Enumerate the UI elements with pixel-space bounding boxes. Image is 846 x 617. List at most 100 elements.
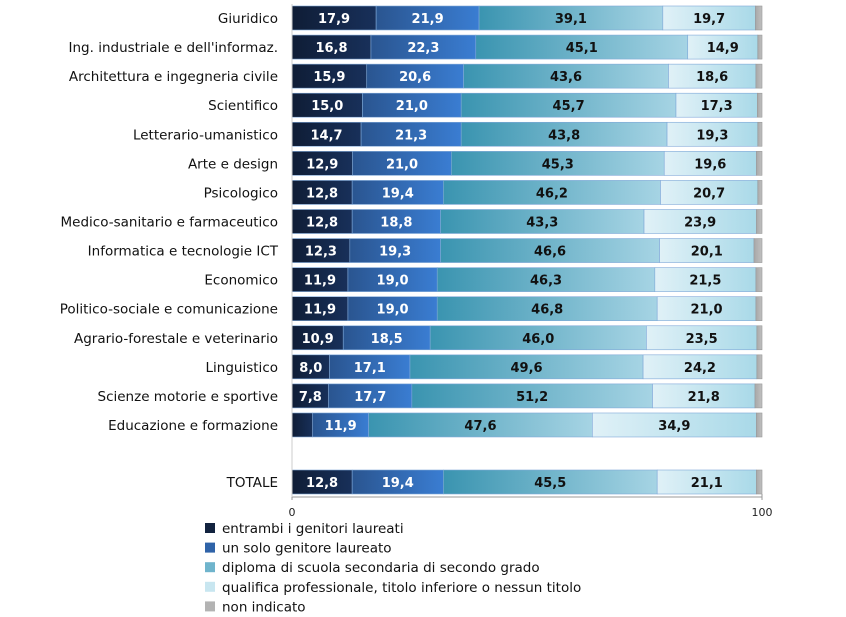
legend-swatch: [205, 562, 215, 573]
bar-segment: [291, 92, 363, 118]
data-label: 21,8: [688, 390, 720, 405]
bar-segment: [757, 34, 763, 60]
bar-segment: [291, 412, 313, 438]
data-label: 21,5: [689, 274, 721, 289]
data-label: 49,6: [510, 361, 542, 376]
bar-segment: [375, 5, 480, 31]
data-label: 18,5: [371, 332, 403, 347]
data-label: 22,3: [407, 41, 439, 56]
bar-segment: [755, 5, 763, 31]
data-label: 11,9: [304, 303, 336, 318]
bar-segment: [662, 5, 756, 31]
category-label: Scienze motorie e sportive: [98, 389, 279, 405]
legend-label: diploma di scuola secondaria di secondo …: [222, 560, 540, 576]
legend-swatch: [205, 601, 215, 612]
data-label: 47,6: [464, 419, 496, 434]
bar-segment: [291, 267, 349, 292]
bar-segment: [291, 209, 353, 234]
bar-segment: [328, 383, 413, 409]
category-label: Letterario-umanistico: [133, 127, 278, 143]
bar-segment: [312, 412, 369, 438]
bar-segment: [291, 354, 330, 380]
bar-segment: [755, 267, 763, 292]
category-label: Agrario-forestale e veterinario: [74, 331, 278, 347]
data-label: 45,5: [534, 476, 566, 491]
data-label: 21,0: [396, 99, 428, 114]
bar-segment: [756, 92, 763, 118]
category-label: Arte e design: [188, 156, 278, 172]
category-label: Architettura e ingegneria civile: [69, 69, 278, 85]
data-label: 8,0: [299, 361, 322, 376]
data-label: 46,3: [530, 274, 562, 289]
bar-segment: [756, 412, 763, 438]
bar-segment: [443, 180, 661, 205]
data-label: 12,9: [306, 157, 338, 172]
legend-swatch: [205, 542, 215, 553]
bar-segment: [436, 267, 656, 292]
data-label: 23,5: [686, 332, 718, 347]
bar-segment: [347, 296, 438, 322]
legend-label: qualifica professionale, titolo inferior…: [222, 580, 581, 596]
bar-segment: [291, 325, 344, 351]
bar-segment: [675, 92, 758, 118]
bar-segment: [475, 34, 689, 60]
bar-segment: [687, 34, 759, 60]
bar-segment: [291, 180, 353, 205]
data-label: 43,6: [550, 70, 582, 85]
bar-segment: [659, 238, 755, 263]
data-label: 20,1: [691, 245, 723, 260]
data-label: 46,0: [522, 332, 554, 347]
data-label: 24,2: [684, 361, 716, 376]
data-label: 19,0: [377, 303, 409, 318]
data-label: 19,6: [694, 157, 726, 172]
data-label: 21,3: [395, 128, 427, 143]
bar-segment: [754, 383, 763, 409]
bar-segment: [666, 121, 759, 147]
bar-segment: [429, 325, 647, 351]
data-label: 19,3: [696, 128, 728, 143]
data-label: 21,1: [691, 476, 723, 491]
legend-label: entrambi i genitori laureati: [222, 521, 404, 537]
x-tick-label: 0: [289, 506, 296, 519]
data-label: 45,7: [553, 99, 585, 114]
bar-segment: [755, 296, 763, 322]
bar-segment: [411, 383, 653, 409]
category-label: Medico-sanitario e farmaceutico: [61, 214, 278, 230]
category-label: TOTALE: [226, 475, 278, 491]
bar-segment: [362, 92, 462, 118]
bar-segment: [366, 63, 464, 89]
data-label: 17,7: [354, 390, 386, 405]
data-label: 12,8: [306, 186, 338, 201]
bar-segment: [668, 63, 757, 89]
data-label: 43,8: [548, 128, 580, 143]
data-label: 19,7: [693, 12, 725, 27]
category-label: Ing. industriale e dell'informaz.: [69, 40, 279, 56]
bar-segment: [756, 151, 763, 176]
bar-segment: [291, 5, 377, 31]
data-label: 11,9: [325, 419, 357, 434]
bar-segment: [654, 267, 757, 292]
data-label: 18,6: [696, 70, 728, 85]
bar-segment: [660, 180, 759, 205]
data-label: 46,8: [531, 303, 563, 318]
bar-segment: [478, 5, 664, 31]
bar-segment: [291, 151, 353, 176]
x-tick-label: 100: [752, 506, 773, 519]
bar-segment: [360, 121, 462, 147]
category-label: Giuridico: [218, 11, 278, 27]
bar-segment: [368, 412, 593, 438]
data-label: 19,0: [377, 274, 409, 289]
bar-segment: [291, 469, 353, 495]
data-label: 16,8: [315, 41, 347, 56]
bar-segment: [352, 151, 452, 176]
data-label: 51,2: [516, 390, 548, 405]
category-label: Educazione e formazione: [108, 418, 278, 434]
data-label: 23,9: [684, 215, 716, 230]
bar-segment: [291, 296, 349, 322]
legend-label: non indicato: [222, 599, 306, 615]
data-label: 21,0: [386, 157, 418, 172]
bar-segment: [342, 325, 431, 351]
data-label: 39,1: [555, 12, 587, 27]
data-label: 17,9: [318, 12, 350, 27]
data-label: 34,9: [658, 419, 690, 434]
